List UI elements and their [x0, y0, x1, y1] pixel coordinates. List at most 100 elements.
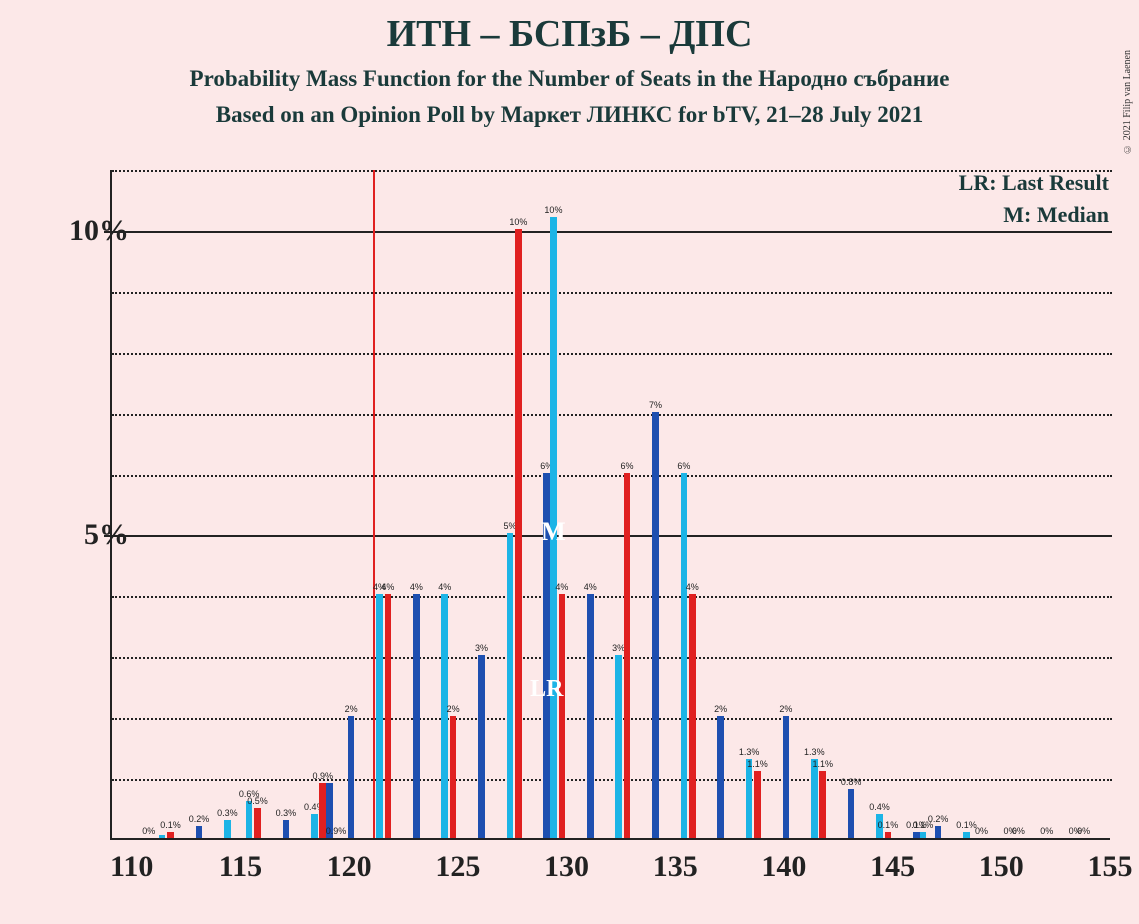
bar	[913, 832, 920, 838]
bar-value-label: 10%	[509, 217, 527, 227]
bar-value-label: 4%	[555, 582, 568, 592]
bar-value-label: 0%	[975, 826, 988, 836]
x-axis-label: 145	[870, 850, 915, 884]
bar-value-label: 2%	[779, 704, 792, 714]
bar-value-label: 1.3%	[739, 747, 760, 757]
bar	[754, 771, 761, 838]
y-axis-label: 5%	[84, 518, 129, 552]
bar-value-label: 4%	[381, 582, 394, 592]
bar-value-label: 0.9%	[326, 826, 347, 836]
bar-value-label: 0.4%	[869, 802, 890, 812]
bar-value-label: 4%	[584, 582, 597, 592]
bar-value-label: 2%	[447, 704, 460, 714]
bar-value-label: 0.3%	[217, 808, 238, 818]
chart-title: ИТН – БСПзБ – ДПС	[0, 0, 1139, 56]
bar	[615, 655, 622, 838]
bar-value-label: 1.3%	[804, 747, 825, 757]
bar-value-label: 7%	[649, 400, 662, 410]
x-axis-label: 150	[979, 850, 1024, 884]
bar-value-label: 4%	[410, 582, 423, 592]
bar	[159, 835, 166, 838]
bar	[478, 655, 485, 838]
x-axis-label: 135	[653, 850, 698, 884]
bar-value-label: 4%	[438, 582, 451, 592]
chart-container: ИТН – БСПзБ – ДПС Probability Mass Funct…	[0, 0, 1139, 924]
bar	[450, 716, 457, 838]
bar	[196, 826, 203, 838]
bar-value-label: 1.1%	[812, 759, 833, 769]
bar	[717, 716, 724, 838]
bar-value-label: 10%	[544, 205, 562, 215]
gridline-minor	[112, 292, 1112, 294]
bar	[689, 594, 696, 838]
copyright-text: © 2021 Filip van Laenen	[1122, 50, 1133, 154]
gridline-minor	[112, 414, 1112, 416]
bar	[224, 820, 231, 838]
bar	[652, 412, 659, 838]
bar	[515, 229, 522, 838]
y-axis-label: 10%	[69, 214, 129, 248]
bar	[559, 594, 566, 838]
bar-value-label: 0%	[142, 826, 155, 836]
gridline-minor	[112, 718, 1112, 720]
chart-subtitle-1: Probability Mass Function for the Number…	[0, 56, 1139, 92]
bar	[376, 594, 383, 838]
bar-value-label: 6%	[621, 461, 634, 471]
x-axis-label: 140	[761, 850, 806, 884]
bar-value-label: 0.9%	[312, 771, 333, 781]
bar	[624, 473, 631, 838]
plot-area: 0%0.1%0.2%0.3%0.6%0.5%0.3%0.4%0.9%0.9%2%…	[110, 170, 1110, 840]
gridline-major	[112, 231, 1112, 233]
bar	[413, 594, 420, 838]
bar	[811, 759, 818, 838]
x-axis-label: 110	[110, 850, 153, 884]
bar	[935, 826, 942, 838]
gridline-minor	[112, 353, 1112, 355]
gridline-minor	[112, 170, 1112, 172]
bar	[848, 789, 855, 838]
bar	[587, 594, 594, 838]
chart-area: 0%0.1%0.2%0.3%0.6%0.5%0.3%0.4%0.9%0.9%2%…	[110, 170, 1110, 840]
bar	[348, 716, 355, 838]
bar-value-label: 0%	[1012, 826, 1025, 836]
gridline-minor	[112, 596, 1112, 598]
last-result-line	[373, 170, 375, 838]
bar	[920, 832, 927, 838]
bar-value-label: 0%	[1077, 826, 1090, 836]
gridline-minor	[112, 657, 1112, 659]
bar	[963, 832, 970, 838]
bar	[441, 594, 448, 838]
bar-value-label: 0.2%	[928, 814, 949, 824]
bar-value-label: 6%	[677, 461, 690, 471]
bar	[283, 820, 290, 838]
x-axis-label: 120	[327, 850, 372, 884]
x-axis-label: 155	[1088, 850, 1133, 884]
gridline-minor	[112, 475, 1112, 477]
x-axis-label: 125	[435, 850, 480, 884]
chart-subtitle-2: Based on an Opinion Poll by Маркет ЛИНКС…	[0, 92, 1139, 128]
gridline-major	[112, 535, 1112, 537]
bar-value-label: 4%	[686, 582, 699, 592]
bar	[254, 808, 261, 838]
bar	[385, 594, 392, 838]
bar-value-label: 0.2%	[189, 814, 210, 824]
bar	[746, 759, 753, 838]
bar-value-label: 3%	[475, 643, 488, 653]
bar	[819, 771, 826, 838]
bar-value-label: 0.1%	[160, 820, 181, 830]
x-axis-label: 115	[219, 850, 262, 884]
bar-value-label: 0.5%	[247, 796, 268, 806]
bar-value-label: 0%	[1040, 826, 1053, 836]
bar-value-label: 0.1%	[956, 820, 977, 830]
last-result-marker: LR	[530, 676, 563, 703]
bar-value-label: 0.3%	[276, 808, 297, 818]
bar-value-label: 1.1%	[747, 759, 768, 769]
bar-value-label: 2%	[714, 704, 727, 714]
bar	[507, 533, 514, 838]
bar-value-label: 0.1%	[878, 820, 899, 830]
bar-value-label: 0.8%	[841, 777, 862, 787]
bar	[246, 801, 253, 838]
bar-value-label: 2%	[345, 704, 358, 714]
x-axis-label: 130	[544, 850, 589, 884]
bar	[167, 832, 174, 838]
